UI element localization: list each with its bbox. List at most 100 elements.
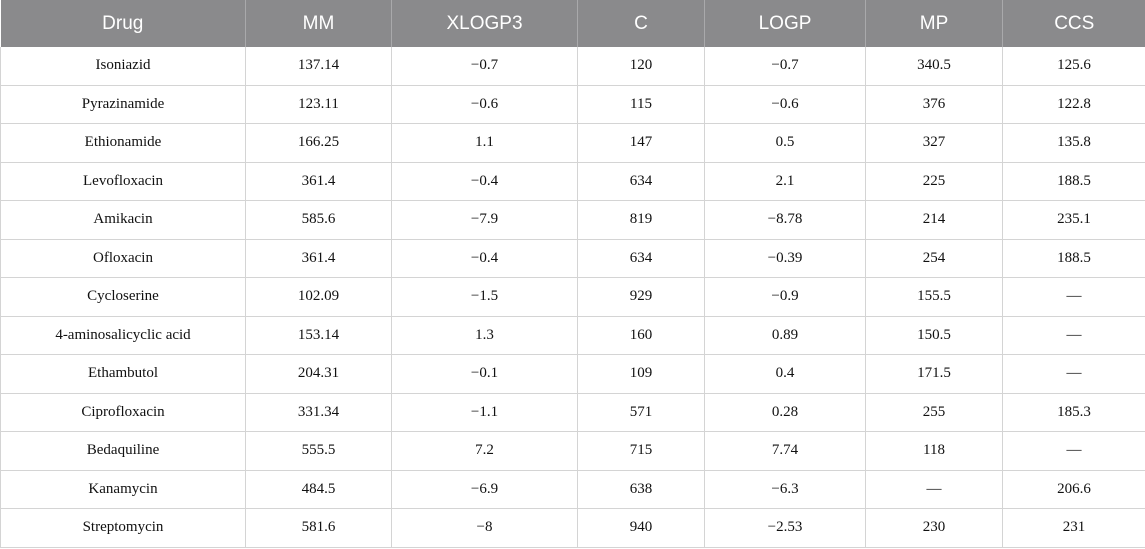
header-xlogp3: XLOGP3	[391, 0, 578, 47]
cell-logp: −0.6	[704, 84, 866, 124]
cell-mp: 376	[865, 84, 1003, 124]
cell-ccs: —	[1002, 315, 1145, 355]
cell-ccs: 125.6	[1002, 47, 1145, 86]
cell-mp: 118	[865, 431, 1003, 471]
cell-ccs: —	[1002, 277, 1145, 317]
table-row: Streptomycin 581.6 −8 940 −2.53 230 231	[0, 508, 1145, 548]
cell-mm: 102.09	[245, 277, 392, 317]
cell-logp: 0.4	[704, 354, 866, 394]
cell-xlogp3: −0.4	[391, 161, 578, 201]
cell-c: 147	[577, 123, 705, 163]
cell-logp: 0.28	[704, 392, 866, 432]
cell-ccs: 122.8	[1002, 84, 1145, 124]
cell-xlogp3: −8	[391, 508, 578, 548]
cell-ccs: 235.1	[1002, 200, 1145, 240]
cell-xlogp3: −0.7	[391, 47, 578, 86]
cell-logp: 2.1	[704, 161, 866, 201]
cell-c: 715	[577, 431, 705, 471]
cell-ccs: 188.5	[1002, 161, 1145, 201]
cell-drug: Streptomycin	[0, 508, 246, 548]
cell-c: 115	[577, 84, 705, 124]
cell-c: 571	[577, 392, 705, 432]
cell-xlogp3: −1.5	[391, 277, 578, 317]
cell-logp: −2.53	[704, 508, 866, 548]
cell-logp: −0.39	[704, 238, 866, 278]
cell-ccs: 206.6	[1002, 469, 1145, 509]
cell-c: 638	[577, 469, 705, 509]
cell-mm: 585.6	[245, 200, 392, 240]
table-row: 4-aminosalicyclic acid 153.14 1.3 160 0.89 15…	[0, 315, 1145, 355]
cell-mp: 155.5	[865, 277, 1003, 317]
cell-mm: 153.14	[245, 315, 392, 355]
cell-xlogp3: −1.1	[391, 392, 578, 432]
cell-drug: 4-aminosalicyclic acid	[0, 315, 246, 355]
table-row: Ofloxacin 361.4 −0.4 634 −0.39 254 188.5	[0, 238, 1145, 278]
table-row: Kanamycin 484.5 −6.9 638 −6.3—206.6	[0, 469, 1145, 509]
cell-c: 634	[577, 238, 705, 278]
header-mp: MP	[865, 0, 1003, 47]
cell-logp: −8.78	[704, 200, 866, 240]
cell-ccs: —	[1002, 354, 1145, 394]
header-row: Drug MM XLOGP3 C LOGP MP CCS	[0, 0, 1145, 47]
cell-drug: Ethionamide	[0, 123, 246, 163]
cell-logp: −0.9	[704, 277, 866, 317]
header-logp: LOGP	[704, 0, 866, 47]
cell-drug: Amikacin	[0, 200, 246, 240]
cell-mp: —	[865, 469, 1003, 509]
cell-c: 160	[577, 315, 705, 355]
table-row: Isoniazid 137.14 −0.7 120 −0.7 340.5 125.6	[0, 47, 1145, 86]
cell-c: 120	[577, 47, 705, 86]
table-row: Ciprofloxacin 331.34 −1.1 571 0.28 255 185.3	[0, 392, 1145, 432]
cell-xlogp3: 7.2	[391, 431, 578, 471]
cell-c: 634	[577, 161, 705, 201]
cell-mp: 230	[865, 508, 1003, 548]
table-row: Ethambutol 204.31 −0.1 109 0.4 171.5—	[0, 354, 1145, 394]
cell-c: 929	[577, 277, 705, 317]
cell-xlogp3: −0.1	[391, 354, 578, 394]
cell-xlogp3: −0.4	[391, 238, 578, 278]
table-row: Ethionamide 166.25 1.1 147 0.5 327 135.8	[0, 123, 1145, 163]
cell-mp: 327	[865, 123, 1003, 163]
cell-mm: 581.6	[245, 508, 392, 548]
header-ccs: CCS	[1002, 0, 1145, 47]
cell-drug: Bedaquiline	[0, 431, 246, 471]
cell-mm: 555.5	[245, 431, 392, 471]
table-row: Pyrazinamide 123.11 −0.6 115 −0.6 376 122.8	[0, 84, 1145, 124]
cell-logp: −0.7	[704, 47, 866, 86]
cell-xlogp3: −6.9	[391, 469, 578, 509]
header-mm: MM	[245, 0, 392, 47]
cell-drug: Pyrazinamide	[0, 84, 246, 124]
cell-ccs: —	[1002, 431, 1145, 471]
cell-ccs: 185.3	[1002, 392, 1145, 432]
cell-mm: 361.4	[245, 161, 392, 201]
cell-mp: 254	[865, 238, 1003, 278]
cell-mp: 150.5	[865, 315, 1003, 355]
table-row: Levofloxacin 361.4 −0.4 634 2.1 225 188.5	[0, 161, 1145, 201]
cell-ccs: 188.5	[1002, 238, 1145, 278]
table-body: Isoniazid 137.14 −0.7 120 −0.7 340.5 125.6 Pyra…	[0, 47, 1145, 548]
cell-mp: 225	[865, 161, 1003, 201]
cell-mm: 484.5	[245, 469, 392, 509]
table-row: Bedaquiline 555.5 7.2 715 7.74 118—	[0, 431, 1145, 471]
cell-drug: Cycloserine	[0, 277, 246, 317]
cell-mm: 331.34	[245, 392, 392, 432]
header-c: C	[577, 0, 705, 47]
cell-mm: 361.4	[245, 238, 392, 278]
cell-drug: Ciprofloxacin	[0, 392, 246, 432]
cell-drug: Kanamycin	[0, 469, 246, 509]
cell-xlogp3: 1.3	[391, 315, 578, 355]
cell-logp: 7.74	[704, 431, 866, 471]
cell-mm: 123.11	[245, 84, 392, 124]
cell-logp: 0.5	[704, 123, 866, 163]
cell-ccs: 135.8	[1002, 123, 1145, 163]
cell-mm: 137.14	[245, 47, 392, 86]
cell-ccs: 231	[1002, 508, 1145, 548]
cell-mp: 214	[865, 200, 1003, 240]
cell-mp: 255	[865, 392, 1003, 432]
cell-drug: Levofloxacin	[0, 161, 246, 201]
cell-drug: Ofloxacin	[0, 238, 246, 278]
header-drug: Drug	[0, 0, 246, 47]
table-header: Drug MM XLOGP3 C LOGP MP CCS	[0, 0, 1145, 47]
table-row: Cycloserine 102.09 −1.5 929 −0.9 155.5—	[0, 277, 1145, 317]
